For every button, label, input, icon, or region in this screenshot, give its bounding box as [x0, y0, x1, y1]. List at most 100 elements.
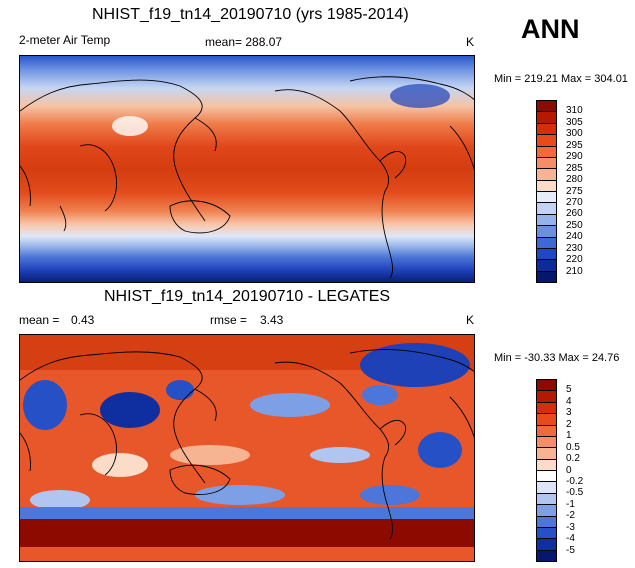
- neg-anomaly-9: [30, 490, 90, 510]
- top-colorbar-tick-label: 300: [566, 128, 583, 140]
- diff-colorbar-tick-label: -3: [566, 521, 575, 533]
- page-title: NHIST_f19_tn14_20190710 (yrs 1985-2014): [92, 6, 409, 23]
- temperature-map-canvas: [20, 56, 474, 282]
- top-colorbar-cell: [537, 146, 556, 158]
- top-colorbar-cell: [537, 157, 556, 170]
- neg-anomaly-5: [362, 385, 398, 405]
- diff-colorbar-cell: [537, 471, 556, 483]
- top-colorbar-tick-label: 305: [566, 116, 583, 128]
- top-colorbar-cell: [537, 237, 556, 249]
- top-colorbar-cell: [537, 112, 556, 124]
- diff-colorbar-tick-label: -0.5: [566, 487, 584, 499]
- diff-colorbar-cell: [537, 448, 556, 460]
- diff-colorbar-tick-label: 0.2: [566, 453, 580, 465]
- top-units-label: K: [466, 35, 475, 49]
- diff-colorbar-cell: [537, 380, 556, 392]
- top-colorbar-cell: [537, 169, 556, 181]
- diff-minmax-label: Min = -30.33 Max = 24.76: [494, 352, 620, 364]
- neg-anomaly-11: [360, 485, 420, 505]
- diff-rmse-value: 3.43: [260, 313, 284, 327]
- top-colorbar-tick-label: 260: [566, 208, 583, 220]
- top-mean-label: mean= 288.07: [205, 35, 283, 49]
- top-colorbar-cell: [537, 123, 556, 136]
- diff-colorbar-cell: [537, 459, 556, 471]
- neg-anomaly-2: [100, 392, 160, 428]
- diff-colorbar-tick-label: -1: [566, 498, 575, 510]
- diff-colorbar-tick-label: 1: [566, 430, 572, 442]
- top-colorbar-cell: [537, 135, 556, 147]
- top-colorbar-cell: [537, 101, 556, 113]
- diff-colorbar-cell: [537, 436, 556, 449]
- diff-colorbar-tick-label: 0: [566, 464, 572, 476]
- difference-map: [19, 334, 475, 562]
- diff-mean-label: mean =: [19, 313, 60, 327]
- diff-units-label: K: [466, 313, 475, 327]
- neg-anomaly-10: [195, 485, 285, 505]
- top-colorbar-tick-label: 240: [566, 231, 583, 243]
- neg-anomaly-4: [360, 343, 470, 387]
- southern-ocean-band-1: [20, 507, 474, 519]
- diff-colorbar-cell: [537, 402, 556, 415]
- coastlines: [20, 76, 474, 279]
- diff-colorbar-cell: [537, 391, 556, 403]
- diff-mean-value: 0.43: [71, 313, 95, 327]
- top-colorbar-tick-label: 230: [566, 242, 583, 254]
- season-label: ANN: [521, 14, 580, 44]
- top-colorbar-cell: [537, 226, 556, 238]
- diff-colorbar-ticks: 5 4 3 2 1 0.5 0.2 0 -0.2 -0.5 -1 -2 -3 -4 -5: [566, 379, 626, 562]
- pos-anomaly-1: [170, 445, 250, 465]
- diff-colorbar-tick-label: 5: [566, 384, 572, 396]
- top-colorbar-tick-label: 220: [566, 254, 583, 266]
- pos-anomaly-2: [92, 453, 148, 477]
- diff-colorbar-tick-label: -2: [566, 510, 575, 522]
- diff-colorbar: [536, 379, 557, 562]
- top-colorbar-tick-label: 290: [566, 151, 583, 163]
- top-colorbar-cell: [537, 203, 556, 215]
- diff-colorbar-tick-label: 4: [566, 395, 572, 407]
- tibet-cold-spot: [112, 116, 148, 136]
- top-colorbar-ticks: 310 305 300 295 290 285 280 275 270 260 250 240 230 2…: [566, 100, 626, 283]
- diff-coastlines: [20, 349, 474, 540]
- top-colorbar-tick-label: 285: [566, 162, 583, 174]
- diff-colorbar-cells: [537, 380, 556, 561]
- variable-label: 2-meter Air Temp: [19, 33, 111, 47]
- diff-colorbar-cell: [537, 414, 556, 426]
- top-colorbar-cell: [537, 192, 556, 204]
- top-minmax-label: Min = 219.21 Max = 304.01: [494, 73, 628, 85]
- diff-colorbar-tick-label: 0.5: [566, 441, 580, 453]
- top-colorbar-cells: [537, 101, 556, 282]
- top-colorbar-tick-label: 310: [566, 105, 583, 117]
- top-colorbar-tick-label: 270: [566, 196, 583, 208]
- top-colorbar: [536, 100, 557, 283]
- neg-anomaly-1: [23, 380, 67, 430]
- top-colorbar-tick-label: 295: [566, 139, 583, 151]
- neg-anomaly-3: [166, 380, 194, 400]
- diff-colorbar-cell: [537, 550, 556, 561]
- diff-colorbar-tick-label: -5: [566, 544, 575, 556]
- diff-colorbar-cell: [537, 539, 556, 551]
- top-colorbar-tick-label: 275: [566, 185, 583, 197]
- top-colorbar-tick-label: 210: [566, 265, 583, 277]
- southern-ocean-band-2: [20, 519, 474, 547]
- diff-colorbar-cell: [537, 527, 556, 540]
- diff-colorbar-cell: [537, 425, 556, 437]
- diff-colorbar-cell: [537, 482, 556, 494]
- diff-colorbar-tick-label: -4: [566, 533, 575, 545]
- neg-anomaly-8: [418, 432, 462, 468]
- diff-colorbar-cell: [537, 505, 556, 517]
- diff-colorbar-tick-label: -0.2: [566, 475, 584, 487]
- top-colorbar-cell: [537, 260, 556, 272]
- greenland-cold-spot: [390, 84, 450, 108]
- diff-colorbar-tick-label: 2: [566, 418, 572, 430]
- difference-title: NHIST_f19_tn14_20190710 - LEGATES: [104, 288, 391, 305]
- temperature-map: [19, 55, 475, 283]
- neg-anomaly-6: [250, 393, 330, 417]
- diff-rmse-label: rmse =: [210, 313, 248, 327]
- top-colorbar-tick-label: 250: [566, 219, 583, 231]
- top-colorbar-cell: [537, 248, 556, 261]
- diff-colorbar-tick-label: 3: [566, 407, 572, 419]
- diff-colorbar-cell: [537, 516, 556, 528]
- diff-colorbar-cell: [537, 493, 556, 506]
- antarctic-band: [20, 547, 474, 561]
- top-colorbar-cell: [537, 214, 556, 227]
